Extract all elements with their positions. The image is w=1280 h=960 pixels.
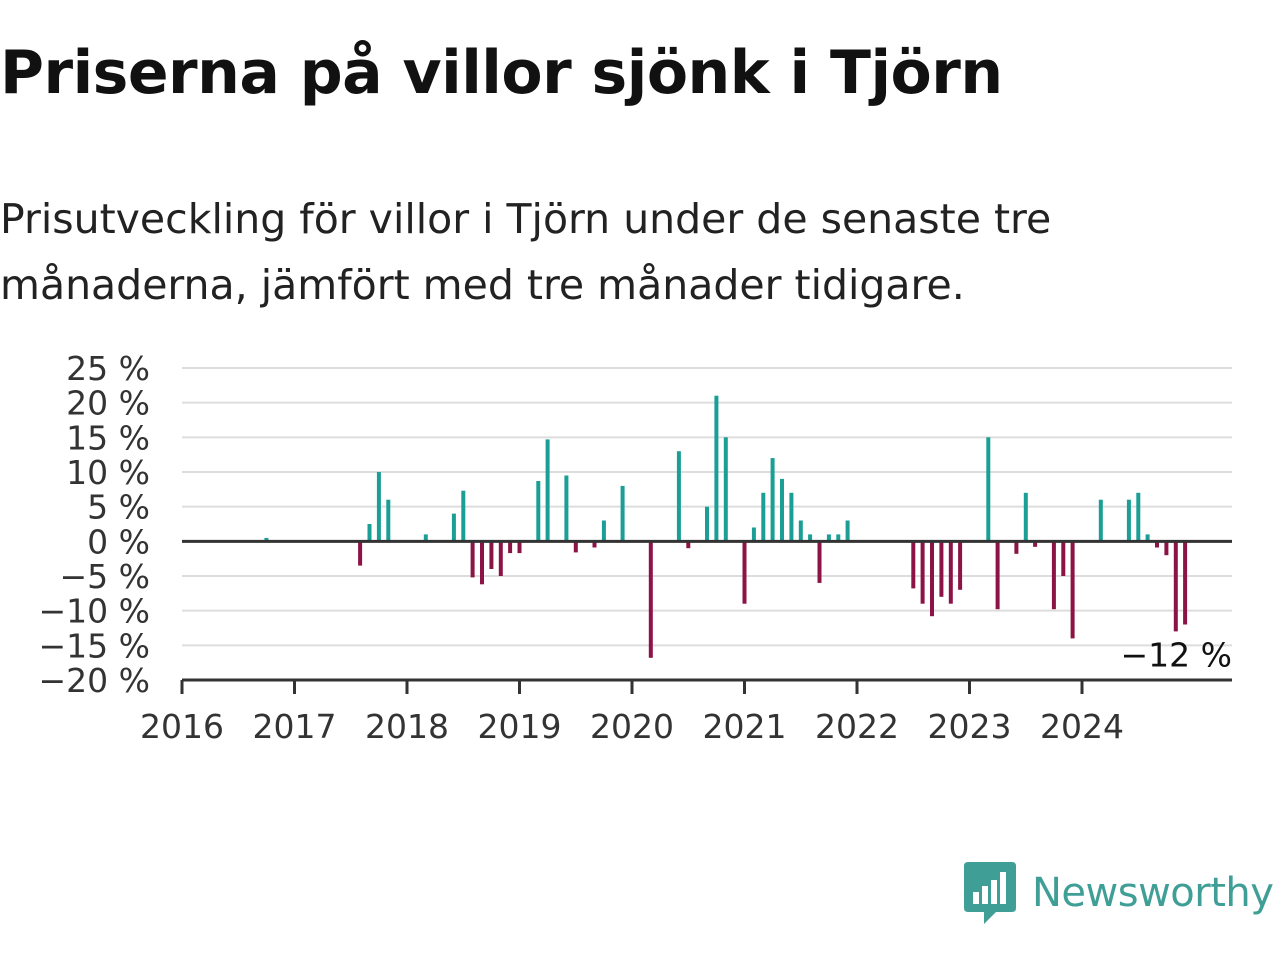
bar — [620, 485, 625, 542]
bar — [1155, 541, 1159, 548]
bar — [958, 541, 963, 590]
y-tick-label: 5 % — [87, 488, 150, 527]
x-tick-label: 2019 — [478, 707, 562, 746]
bar — [986, 437, 991, 542]
bar — [480, 541, 484, 585]
bar — [1023, 492, 1028, 542]
bar — [358, 541, 363, 566]
bar — [376, 472, 381, 542]
bar — [545, 439, 550, 542]
bar — [808, 534, 813, 542]
y-tick-label: 20 % — [66, 384, 150, 423]
newsworthy-bar-chart-icon — [964, 862, 1016, 924]
bar — [592, 541, 597, 548]
last-value-label: −12 % — [1121, 636, 1233, 675]
y-tick-label: 0 % — [87, 522, 150, 561]
axes — [182, 539, 1232, 682]
bar — [498, 541, 503, 576]
y-tick-label: −10 % — [39, 592, 151, 631]
x-axis-ticks: 2016 2017 2018 2019 2020 2021 2022 2023 2024 — [140, 680, 1124, 746]
bar — [836, 534, 841, 542]
bar — [601, 520, 606, 542]
y-tick-label: −20 % — [39, 661, 151, 700]
y-tick-label: 25 % — [66, 349, 150, 388]
bar — [264, 537, 269, 542]
chart-subtitle: Prisutveckling för villor i Tjörn under … — [0, 195, 1052, 309]
bar — [1173, 541, 1178, 632]
bar — [1070, 541, 1075, 639]
bar — [1136, 492, 1141, 542]
bar — [1145, 534, 1150, 542]
bar — [761, 492, 766, 542]
bar — [939, 541, 944, 597]
bar — [723, 437, 728, 542]
bar — [1051, 541, 1056, 610]
bar — [1164, 541, 1169, 556]
bar — [536, 481, 541, 542]
bar — [770, 458, 775, 542]
bar — [826, 534, 831, 542]
bar — [948, 541, 953, 604]
x-tick-label: 2020 — [590, 707, 674, 746]
bar — [742, 541, 747, 604]
bar — [489, 541, 494, 569]
bar — [780, 478, 784, 542]
x-tick-label: 2021 — [703, 707, 787, 746]
newsworthy-logo: Newsworthy — [964, 862, 1274, 924]
bar — [573, 541, 578, 553]
x-tick-label: 2024 — [1040, 707, 1124, 746]
bar — [705, 506, 709, 542]
bar — [995, 541, 1000, 610]
bar — [367, 524, 372, 542]
bar — [798, 520, 803, 542]
bar — [751, 527, 756, 542]
bar — [920, 541, 925, 604]
bars — [264, 395, 1188, 658]
bar — [1098, 499, 1103, 542]
bar — [930, 541, 934, 617]
y-tick-label: −5 % — [60, 557, 151, 596]
chart-title: Priserna på villor sjönk i Tjörn — [0, 38, 1003, 108]
bar — [845, 520, 850, 542]
bar — [564, 475, 569, 542]
bar — [714, 395, 719, 542]
annotations: −12 % — [1121, 636, 1233, 675]
bar — [1183, 541, 1188, 625]
x-tick-label: 2017 — [253, 707, 337, 746]
bar-chart: 25 %20 %15 %10 %5 %0 %−5 %−10 %−15 %−20 … — [39, 349, 1233, 746]
bar — [686, 541, 691, 549]
y-axis-ticks: 25 %20 %15 %10 %5 %0 %−5 %−10 %−15 %−20 … — [39, 349, 151, 700]
y-tick-label: 10 % — [66, 453, 150, 492]
bar — [817, 541, 822, 583]
bar — [386, 499, 391, 542]
bar — [789, 492, 794, 542]
bar — [1014, 541, 1019, 554]
y-tick-label: −15 % — [39, 626, 151, 665]
bar — [648, 541, 653, 658]
bar — [911, 541, 916, 589]
bar — [461, 490, 466, 542]
y-tick-label: 15 % — [66, 418, 150, 457]
x-tick-label: 2023 — [928, 707, 1012, 746]
bar — [451, 513, 456, 542]
bar — [1126, 499, 1131, 542]
bar — [508, 541, 513, 554]
x-tick-label: 2016 — [140, 707, 224, 746]
bar — [1061, 541, 1066, 576]
bar — [517, 541, 522, 554]
bar — [1033, 541, 1038, 547]
bar — [470, 541, 475, 578]
x-tick-label: 2022 — [815, 707, 899, 746]
bar — [423, 534, 428, 542]
brand-name: Newsworthy — [1032, 870, 1274, 916]
bar — [676, 451, 681, 542]
x-tick-label: 2018 — [365, 707, 449, 746]
